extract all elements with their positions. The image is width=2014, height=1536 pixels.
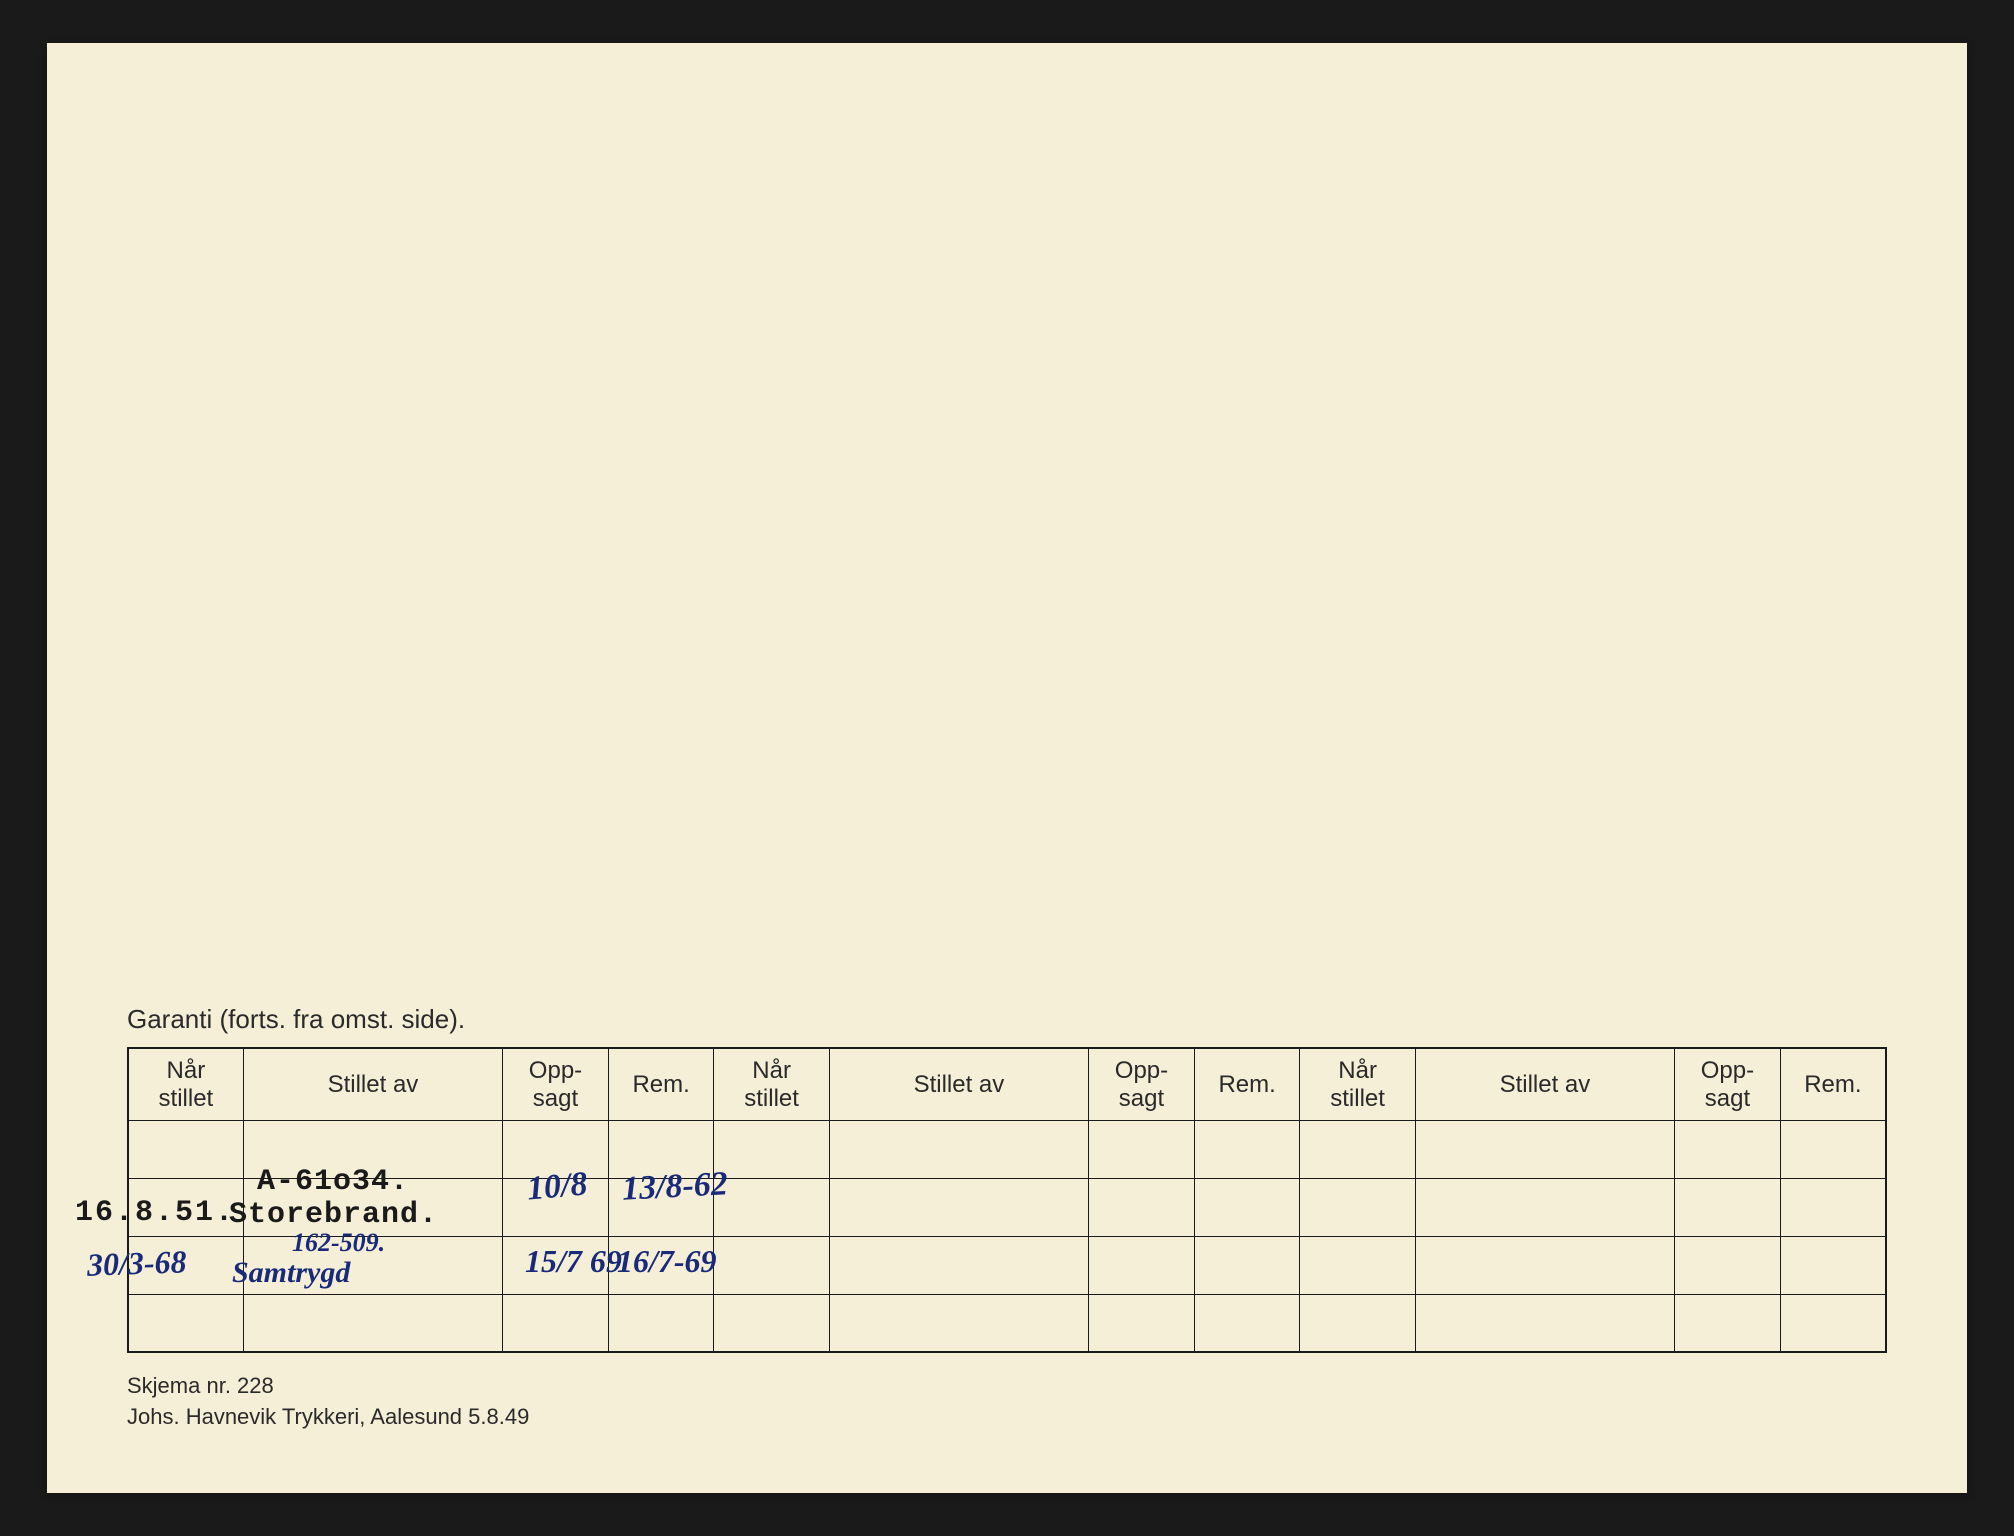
header-nar-1: Når stillet [128, 1048, 243, 1120]
header-opp-3: Opp- sagt [1675, 1048, 1781, 1120]
table-title: Garanti (forts. fra omst. side). [127, 1004, 1887, 1035]
header-rem-2: Rem. [1194, 1048, 1300, 1120]
table-body [128, 1120, 1886, 1352]
table-row [128, 1236, 1886, 1294]
header-opp-2: Opp- sagt [1089, 1048, 1195, 1120]
header-nar-3: Når stillet [1300, 1048, 1415, 1120]
table-header-row: Når stillet Stillet av Opp- sagt Rem. Nå… [128, 1048, 1886, 1120]
header-stillet-3: Stillet av [1415, 1048, 1674, 1120]
footer-line-1: Skjema nr. 228 [127, 1371, 1887, 1402]
header-rem-1: Rem. [608, 1048, 714, 1120]
table-row [128, 1294, 1886, 1352]
header-opp-1: Opp- sagt [503, 1048, 609, 1120]
document-card: Garanti (forts. fra omst. side). Når sti… [47, 43, 1967, 1493]
header-stillet-1: Stillet av [243, 1048, 502, 1120]
garanti-table: Når stillet Stillet av Opp- sagt Rem. Nå… [127, 1047, 1887, 1353]
table-row [128, 1120, 1886, 1178]
footer-line-2: Johs. Havnevik Trykkeri, Aalesund 5.8.49 [127, 1402, 1887, 1433]
header-stillet-2: Stillet av [829, 1048, 1088, 1120]
footer: Skjema nr. 228 Johs. Havnevik Trykkeri, … [127, 1371, 1887, 1433]
table-row [128, 1178, 1886, 1236]
content-area: Garanti (forts. fra omst. side). Når sti… [127, 1004, 1887, 1433]
header-nar-2: Når stillet [714, 1048, 829, 1120]
header-rem-3: Rem. [1780, 1048, 1886, 1120]
